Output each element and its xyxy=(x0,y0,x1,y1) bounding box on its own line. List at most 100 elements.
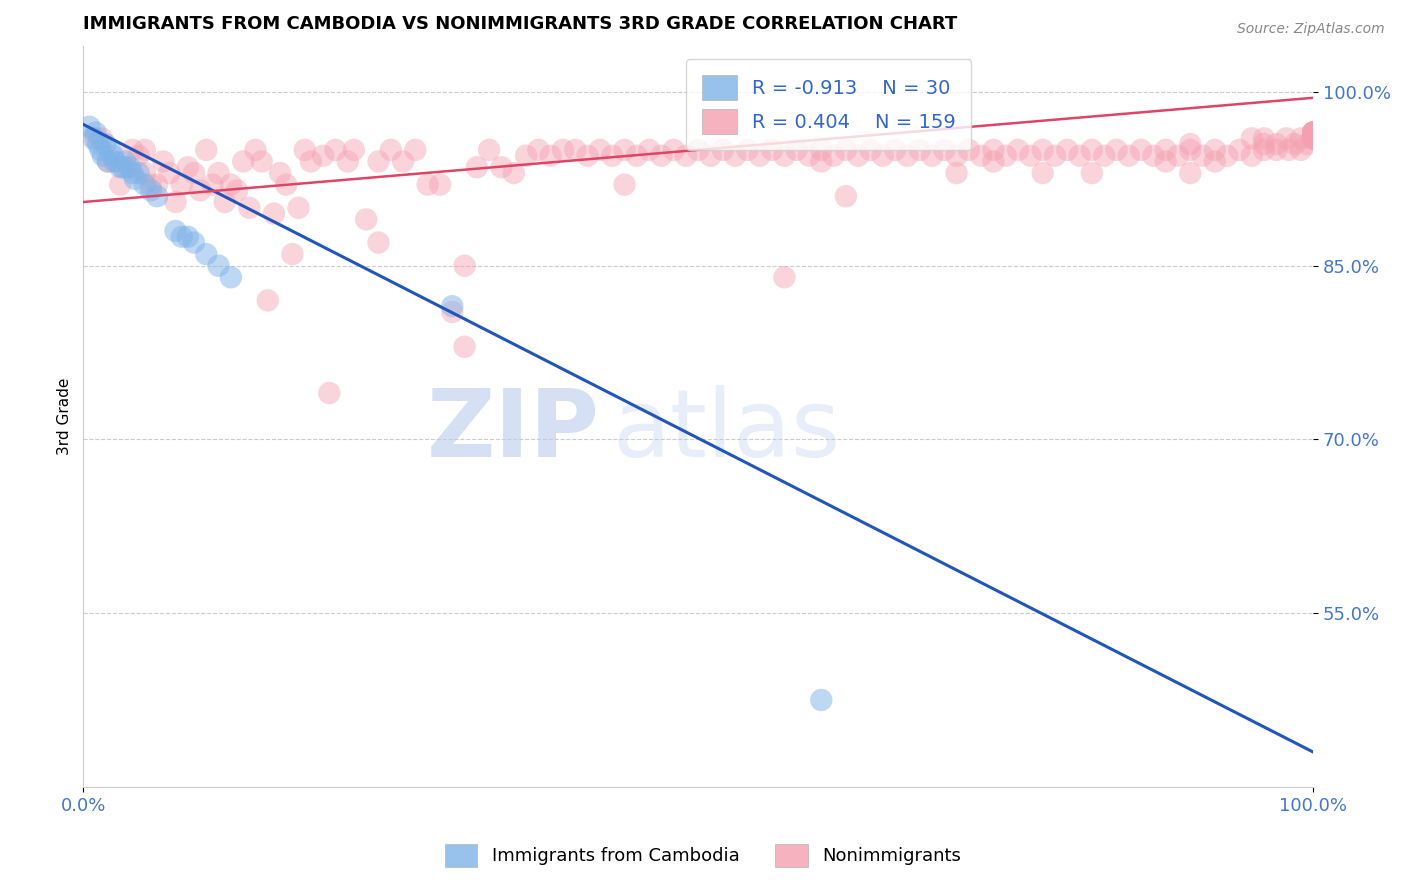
Point xyxy=(502,166,524,180)
Point xyxy=(416,178,439,192)
Point xyxy=(884,143,907,157)
Point xyxy=(1056,143,1078,157)
Point xyxy=(527,143,550,157)
Point xyxy=(1167,149,1189,163)
Point xyxy=(1302,126,1324,140)
Point xyxy=(1229,143,1251,157)
Point xyxy=(367,235,389,250)
Point xyxy=(87,137,110,152)
Text: IMMIGRANTS FROM CAMBODIA VS NONIMMIGRANTS 3RD GRADE CORRELATION CHART: IMMIGRANTS FROM CAMBODIA VS NONIMMIGRANT… xyxy=(83,15,957,33)
Point xyxy=(183,235,205,250)
Point xyxy=(662,143,685,157)
Point xyxy=(1043,149,1066,163)
Text: Source: ZipAtlas.com: Source: ZipAtlas.com xyxy=(1237,22,1385,37)
Point xyxy=(134,143,156,157)
Point xyxy=(343,143,366,157)
Point xyxy=(1240,149,1263,163)
Point xyxy=(908,143,931,157)
Point xyxy=(1253,143,1275,157)
Point xyxy=(823,149,845,163)
Point xyxy=(1302,131,1324,145)
Point xyxy=(392,154,415,169)
Point xyxy=(104,154,127,169)
Point xyxy=(1019,149,1042,163)
Point xyxy=(810,693,832,707)
Point xyxy=(638,143,661,157)
Point xyxy=(1216,149,1239,163)
Point xyxy=(134,178,156,192)
Point xyxy=(165,224,187,238)
Point xyxy=(453,259,475,273)
Point xyxy=(115,161,138,175)
Point xyxy=(98,143,121,157)
Point xyxy=(103,154,125,169)
Point xyxy=(170,178,193,192)
Point xyxy=(859,143,882,157)
Point xyxy=(441,299,464,313)
Point xyxy=(269,166,291,180)
Point xyxy=(1302,131,1324,145)
Point xyxy=(1180,137,1202,152)
Point xyxy=(1302,131,1324,145)
Point xyxy=(1302,126,1324,140)
Point xyxy=(1092,149,1115,163)
Point xyxy=(1253,131,1275,145)
Point xyxy=(1302,131,1324,145)
Point xyxy=(118,161,141,175)
Point xyxy=(983,143,1005,157)
Point xyxy=(367,154,389,169)
Point xyxy=(263,206,285,220)
Point xyxy=(1180,166,1202,180)
Point xyxy=(773,270,796,285)
Point xyxy=(699,149,721,163)
Point xyxy=(983,154,1005,169)
Point xyxy=(91,149,114,163)
Point xyxy=(226,183,249,197)
Point xyxy=(128,149,150,163)
Point xyxy=(207,259,229,273)
Point xyxy=(576,149,599,163)
Point xyxy=(238,201,260,215)
Point xyxy=(737,143,759,157)
Point xyxy=(453,340,475,354)
Point xyxy=(1302,131,1324,145)
Point xyxy=(613,178,636,192)
Point xyxy=(688,143,710,157)
Point xyxy=(761,143,783,157)
Point xyxy=(152,154,174,169)
Point xyxy=(491,161,513,175)
Point xyxy=(177,229,200,244)
Point xyxy=(934,143,956,157)
Point xyxy=(165,194,187,209)
Point xyxy=(1289,131,1312,145)
Point xyxy=(711,143,734,157)
Point xyxy=(724,149,747,163)
Point xyxy=(1302,126,1324,140)
Point xyxy=(250,154,273,169)
Point xyxy=(97,154,120,169)
Point xyxy=(84,131,107,145)
Point xyxy=(810,154,832,169)
Point xyxy=(1180,143,1202,157)
Point xyxy=(90,131,112,145)
Point xyxy=(354,212,377,227)
Point xyxy=(1302,126,1324,140)
Point xyxy=(121,166,143,180)
Point xyxy=(201,178,224,192)
Point xyxy=(429,178,451,192)
Point xyxy=(1204,154,1226,169)
Point xyxy=(1302,126,1324,140)
Point xyxy=(650,149,672,163)
Point xyxy=(970,149,993,163)
Point xyxy=(1302,131,1324,145)
Point xyxy=(1204,143,1226,157)
Point xyxy=(82,131,104,145)
Point xyxy=(380,143,402,157)
Point xyxy=(1302,126,1324,140)
Point xyxy=(797,149,820,163)
Point xyxy=(1007,143,1029,157)
Point xyxy=(1130,143,1153,157)
Point xyxy=(835,143,858,157)
Point xyxy=(1032,143,1054,157)
Point xyxy=(1302,131,1324,145)
